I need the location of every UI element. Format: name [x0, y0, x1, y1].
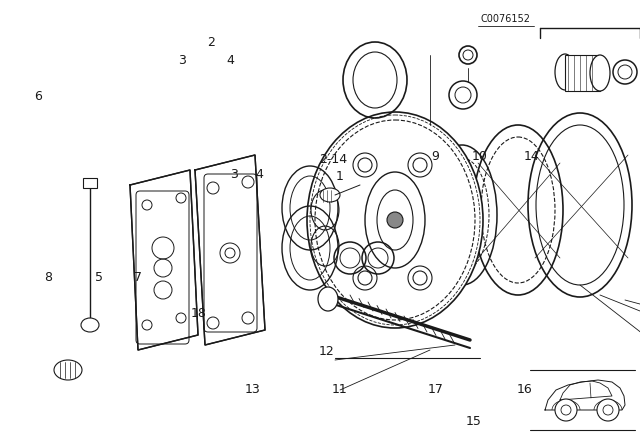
Text: 2-14: 2-14 [319, 152, 347, 166]
Ellipse shape [307, 112, 483, 328]
Polygon shape [130, 170, 198, 350]
Text: 1: 1 [335, 170, 343, 184]
Text: 6: 6 [35, 90, 42, 103]
Text: 2: 2 [207, 36, 215, 49]
Ellipse shape [318, 287, 338, 311]
Ellipse shape [590, 55, 610, 91]
Ellipse shape [54, 360, 82, 380]
Text: C0076152: C0076152 [481, 14, 531, 24]
Text: 9: 9 [431, 150, 439, 164]
Text: 17: 17 [428, 383, 443, 396]
Ellipse shape [81, 318, 99, 332]
Text: 4: 4 [255, 168, 263, 181]
Text: 14: 14 [524, 150, 539, 164]
FancyBboxPatch shape [565, 55, 600, 91]
Circle shape [597, 399, 619, 421]
Text: 3: 3 [230, 168, 237, 181]
FancyBboxPatch shape [83, 178, 97, 188]
Text: 15: 15 [466, 414, 481, 428]
Text: 12: 12 [319, 345, 334, 358]
Text: 18: 18 [191, 307, 206, 320]
Ellipse shape [320, 188, 340, 202]
Text: 8: 8 [44, 271, 52, 284]
Text: 5: 5 [95, 271, 103, 284]
Text: 3: 3 [179, 54, 186, 67]
Text: 4: 4 [227, 54, 234, 67]
Polygon shape [195, 155, 265, 345]
Ellipse shape [555, 54, 575, 90]
Text: 16: 16 [517, 383, 532, 396]
Text: 13: 13 [245, 383, 260, 396]
Ellipse shape [387, 212, 403, 228]
Text: 10: 10 [472, 150, 488, 164]
Circle shape [555, 399, 577, 421]
Text: 11: 11 [332, 383, 347, 396]
Text: 7: 7 [134, 271, 141, 284]
